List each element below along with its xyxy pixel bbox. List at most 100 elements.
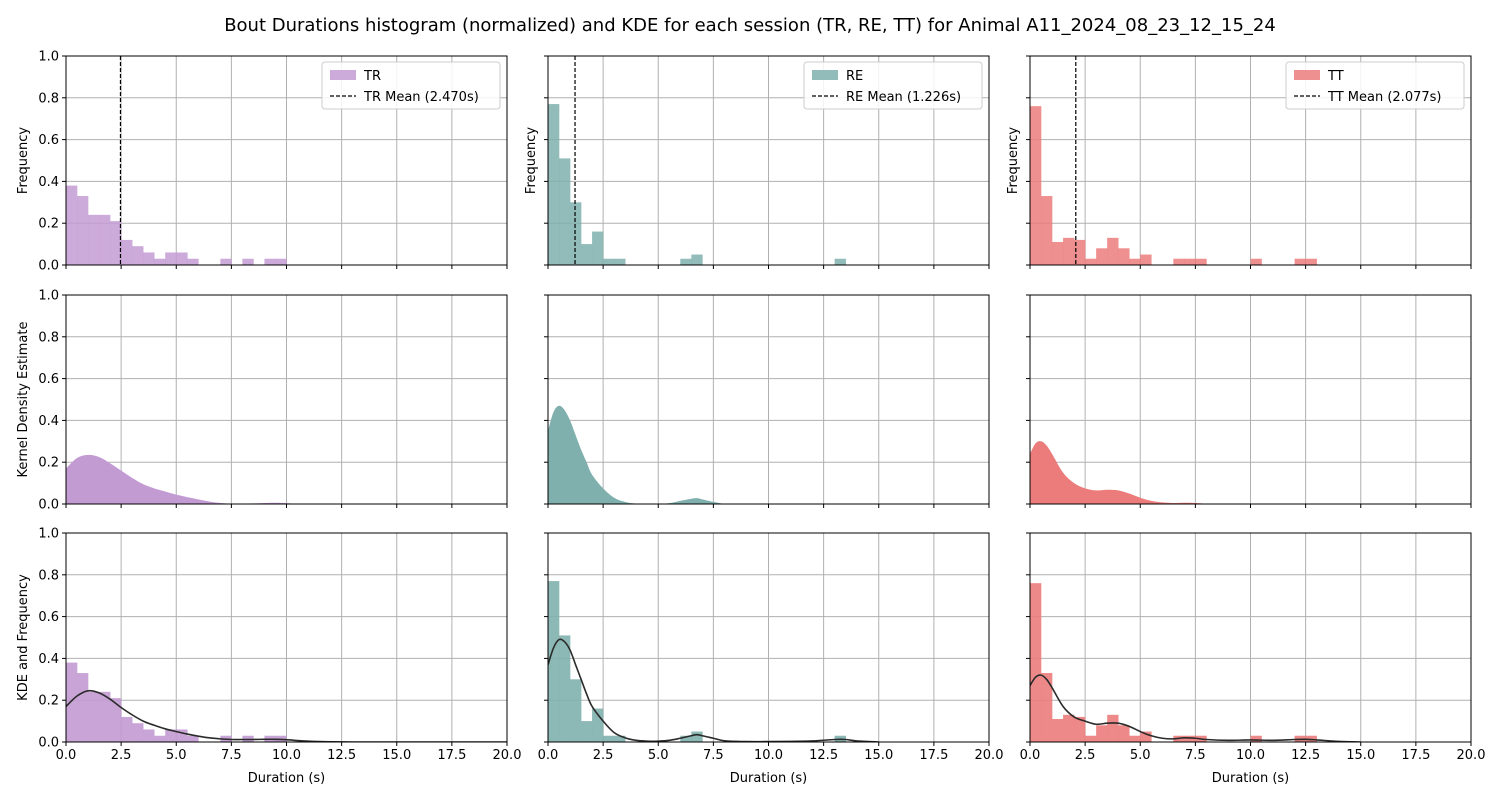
legend-label-mean: TR Mean (2.470s)	[363, 90, 479, 105]
histogram-bar	[1063, 714, 1075, 742]
histogram-bar	[132, 246, 144, 265]
y-tick-label: 0.2	[38, 456, 59, 471]
histogram-bar	[1250, 735, 1262, 742]
y-tick-label: 0.8	[38, 91, 59, 106]
kde-area	[548, 405, 725, 504]
x-tick-label: 2.5	[1075, 748, 1096, 763]
histogram-bar	[1041, 673, 1053, 742]
legend-box	[1285, 61, 1465, 110]
histogram-bar	[1195, 258, 1207, 265]
histogram-bar	[1107, 714, 1119, 742]
histogram-bar	[1184, 258, 1196, 265]
histogram-bar	[77, 673, 89, 742]
histogram-bar	[143, 252, 155, 265]
legend-label-mean: RE Mean (1.226s)	[846, 90, 961, 105]
y-tick-label: 0.4	[38, 175, 59, 190]
subplot-TT-combo: 0.0 2.5 5.0 7.5 10.0 12.5 15.0 17.5 20.0 Duration…	[1020, 532, 1486, 786]
histogram-bar	[1173, 258, 1185, 265]
histogram-bar	[614, 735, 626, 742]
histogram-bar	[99, 214, 111, 265]
histogram-bar	[110, 698, 122, 742]
histogram-bar	[1074, 716, 1086, 742]
legend-label-hist: RE	[846, 69, 863, 84]
plot-area	[66, 662, 507, 742]
x-tick-label: 15.0	[864, 748, 893, 763]
x-tick-label: 7.5	[703, 748, 724, 763]
y-tick-label: 0.4	[38, 414, 59, 429]
histogram-bar	[1107, 237, 1119, 265]
x-tick-label: 5.0	[648, 748, 669, 763]
x-tick-label: 12.5	[1291, 748, 1320, 763]
legend-swatch	[1294, 70, 1320, 80]
grid-lines	[547, 294, 990, 505]
x-tick-label: 7.5	[221, 748, 242, 763]
x-tick-label: 17.5	[919, 748, 948, 763]
grid-lines	[65, 294, 508, 505]
histogram-bar	[1140, 254, 1152, 265]
plot-area	[66, 454, 309, 504]
x-tick-label: 12.5	[809, 748, 838, 763]
figure-title: Bout Durations histogram (normalized) an…	[224, 15, 1276, 36]
y-tick-label: 0.6	[38, 372, 59, 387]
subplot-RE-kde	[544, 294, 990, 508]
histogram-bar	[1052, 242, 1064, 265]
legend: TT TT Mean (2.077s)	[1285, 61, 1465, 110]
x-tick-label: 0.0	[56, 748, 77, 763]
y-tick-label: 0.8	[38, 568, 59, 583]
y-tick-label: 0.6	[38, 610, 59, 625]
histogram-bar	[1085, 735, 1097, 742]
histogram-bar	[570, 679, 582, 742]
y-axis-label: Frequency	[1006, 127, 1021, 194]
histogram-bar	[66, 185, 78, 265]
histogram-bar	[176, 729, 188, 742]
histogram-bar	[99, 691, 111, 742]
y-tick-label: 0.6	[38, 133, 59, 148]
histogram-bar	[187, 735, 199, 742]
legend-box	[803, 61, 983, 110]
histogram-bar	[1129, 258, 1141, 265]
histogram-bar	[559, 635, 571, 742]
x-tick-label: 17.5	[437, 748, 466, 763]
x-tick-label: 5.0	[1130, 748, 1151, 763]
histogram-bar	[88, 214, 100, 265]
y-tick-label: 0.2	[38, 217, 59, 232]
histogram-bar	[1085, 258, 1097, 265]
histogram-bar	[834, 258, 846, 265]
kde-area	[1030, 441, 1229, 504]
histogram-bar	[154, 258, 166, 265]
legend: RE RE Mean (1.226s)	[803, 61, 983, 110]
histogram-bar	[1030, 583, 1042, 742]
histogram-bar	[1030, 106, 1042, 265]
x-tick-label: 20.0	[975, 748, 1004, 763]
histogram-bar	[110, 221, 122, 265]
histogram-bar	[548, 581, 560, 742]
histogram-bar	[275, 258, 287, 265]
subplot-TR-hist: 0.0 0.2 0.4 0.6 0.8 1.0 Frequency TR TR Mean (2.…	[16, 50, 508, 274]
legend-swatch	[330, 70, 356, 80]
kde-area	[66, 454, 309, 504]
histogram-bar	[1074, 239, 1086, 265]
y-tick-label: 0.0	[38, 498, 59, 513]
legend-box	[321, 61, 501, 110]
y-axis-label: Frequency	[16, 127, 31, 194]
histogram-bar	[1184, 735, 1196, 742]
plot-area	[548, 405, 725, 504]
x-tick-label: 20.0	[1457, 748, 1486, 763]
histogram-bar	[614, 258, 626, 265]
grid-lines	[547, 532, 990, 743]
x-tick-label: 12.5	[327, 748, 356, 763]
subplot-RE-combo: 0.0 2.5 5.0 7.5 10.0 12.5 15.0 17.5 20.0 Duration…	[538, 532, 1004, 786]
x-tick-label: 10.0	[272, 748, 301, 763]
subplot-TR-kde: 0.0 0.2 0.4 0.6 0.8 1.0 Kernel Density Estimat…	[16, 289, 508, 513]
plot-area	[548, 581, 879, 742]
histogram-bar	[121, 716, 133, 742]
histogram-bar	[680, 735, 692, 742]
y-axis-label: KDE and Frequency	[16, 574, 31, 701]
kde-line	[548, 638, 879, 742]
x-tick-label: 0.0	[538, 748, 559, 763]
histogram-bar	[603, 735, 615, 742]
histogram-bar	[132, 723, 144, 742]
histogram-bar	[1096, 248, 1108, 265]
histogram-bar	[165, 729, 177, 742]
